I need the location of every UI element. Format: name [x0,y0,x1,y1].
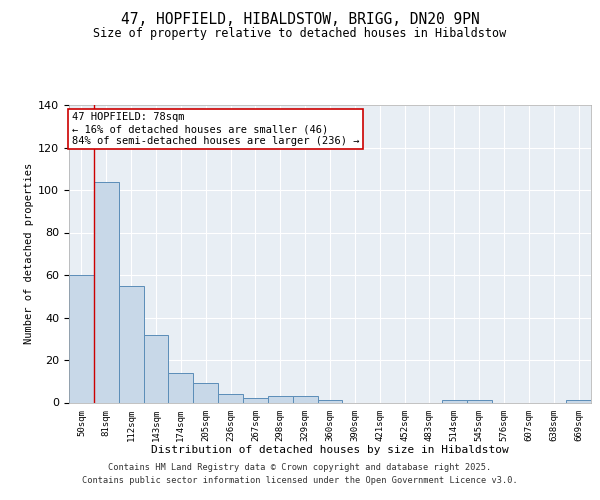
Text: Contains HM Land Registry data © Crown copyright and database right 2025.: Contains HM Land Registry data © Crown c… [109,464,491,472]
Text: 47, HOPFIELD, HIBALDSTOW, BRIGG, DN20 9PN: 47, HOPFIELD, HIBALDSTOW, BRIGG, DN20 9P… [121,12,479,28]
Bar [268,396,293,402]
Bar [143,334,169,402]
Text: Contains public sector information licensed under the Open Government Licence v3: Contains public sector information licen… [82,476,518,485]
Bar [69,275,94,402]
Bar [218,394,243,402]
Bar [293,396,317,402]
Bar [467,400,491,402]
Y-axis label: Number of detached properties: Number of detached properties [24,163,34,344]
Bar [169,373,193,402]
Bar [442,400,467,402]
Bar [193,384,218,402]
Bar [119,286,143,403]
Bar [317,400,343,402]
Text: Size of property relative to detached houses in Hibaldstow: Size of property relative to detached ho… [94,28,506,40]
Bar [94,182,119,402]
Bar [243,398,268,402]
X-axis label: Distribution of detached houses by size in Hibaldstow: Distribution of detached houses by size … [151,445,509,455]
Text: 47 HOPFIELD: 78sqm
← 16% of detached houses are smaller (46)
84% of semi-detache: 47 HOPFIELD: 78sqm ← 16% of detached hou… [71,112,359,146]
Bar [566,400,591,402]
